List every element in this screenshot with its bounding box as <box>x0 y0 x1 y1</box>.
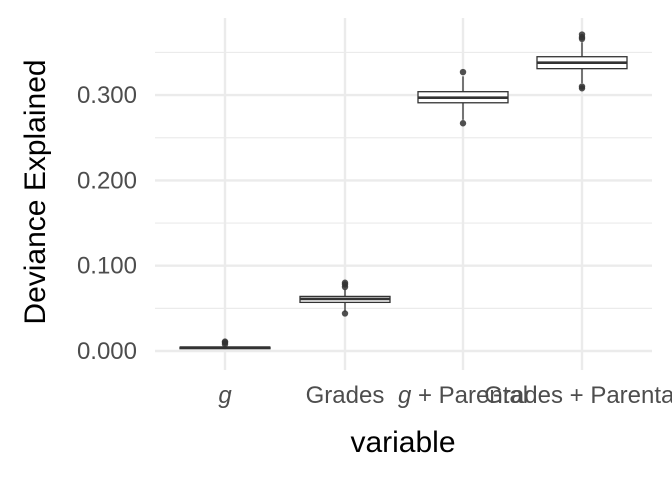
outlier-point <box>459 68 467 76</box>
box-2 <box>417 68 509 127</box>
outlier-point <box>578 31 586 38</box>
outlier-point <box>341 310 349 317</box>
boxplot-series <box>179 31 628 350</box>
outlier-point <box>578 83 586 90</box>
x-tick-label: Grades + Parental <box>484 382 672 409</box>
box-0 <box>179 338 271 350</box>
y-tick-label: 0.100 <box>77 253 137 280</box>
box-1 <box>299 279 391 317</box>
y-axis-ticks: 0.000 0.100 0.200 0.300 <box>77 82 137 365</box>
box-3 <box>536 31 628 92</box>
x-tick-label: Grades <box>306 382 385 409</box>
y-axis-title: Deviance Explained <box>19 59 52 324</box>
grid-lines <box>155 18 652 370</box>
outlier-point <box>459 120 467 127</box>
y-tick-label: 0.200 <box>77 167 137 194</box>
y-tick-label: 0.000 <box>77 338 137 365</box>
x-tick-label: g <box>218 382 232 409</box>
y-tick-label: 0.300 <box>77 82 137 109</box>
outlier-point <box>341 279 349 286</box>
x-axis-title: variable <box>350 426 455 459</box>
x-tick-label: g + Parental <box>398 382 528 409</box>
outlier-point <box>221 338 229 345</box>
